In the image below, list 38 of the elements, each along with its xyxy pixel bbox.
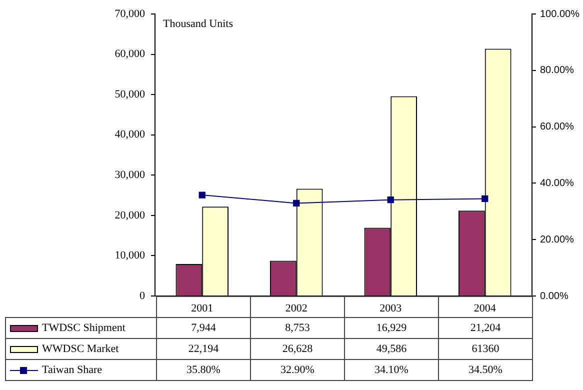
data-label: 8,753 [250,318,344,338]
data-label: 49,586 [344,338,438,360]
data-label: 7,944 [156,318,250,338]
point [293,200,300,207]
y-tick-label: 60,000 [114,48,146,60]
y-tick-label: 30,000 [114,169,146,182]
y-tick-label: 40,000 [114,128,146,141]
y-tick-label: 70,000 [114,8,146,20]
y-tick-label: 50,000 [114,88,146,100]
point [198,192,206,198]
data-label: 35.80% [156,360,250,380]
legend-label: Taiwan Share [42,364,102,376]
y2-tick-label: 40.00% [540,178,574,189]
data-label: 32.90% [250,360,344,380]
y2-tick-label: 80.00% [540,65,574,76]
y-tick-label: 10,000 [114,250,146,262]
x-tick-label: 2004 [474,302,496,314]
y2-tick-label: 20.00% [540,234,574,246]
y-tick-label: 20,000 [114,209,146,222]
data-label: 34.50% [438,360,532,380]
legend-label: TWDSC Shipment [42,322,126,334]
data-label: 26,628 [250,338,344,360]
point [387,196,394,204]
data-label: 34.10% [344,360,438,380]
y2-tick-label: 60.00% [540,122,574,133]
y2-tick-label: 0.00% [540,290,568,302]
y2-tick-label: 100.00% [540,8,580,20]
annotation: Thousand Units [163,18,233,30]
y-tick-label: 0 [140,290,146,302]
x-tick-label: 2003 [380,302,402,314]
x-tick-label: 2001 [191,302,214,314]
data-label: 21,204 [438,318,532,338]
data-label: 61360 [438,338,532,360]
point [482,195,488,202]
x-tick-label: 2002 [285,302,308,314]
data-label: 16,929 [344,318,438,338]
data-label: 22,194 [156,338,250,360]
legend-label: WWDSC Market [42,343,119,355]
